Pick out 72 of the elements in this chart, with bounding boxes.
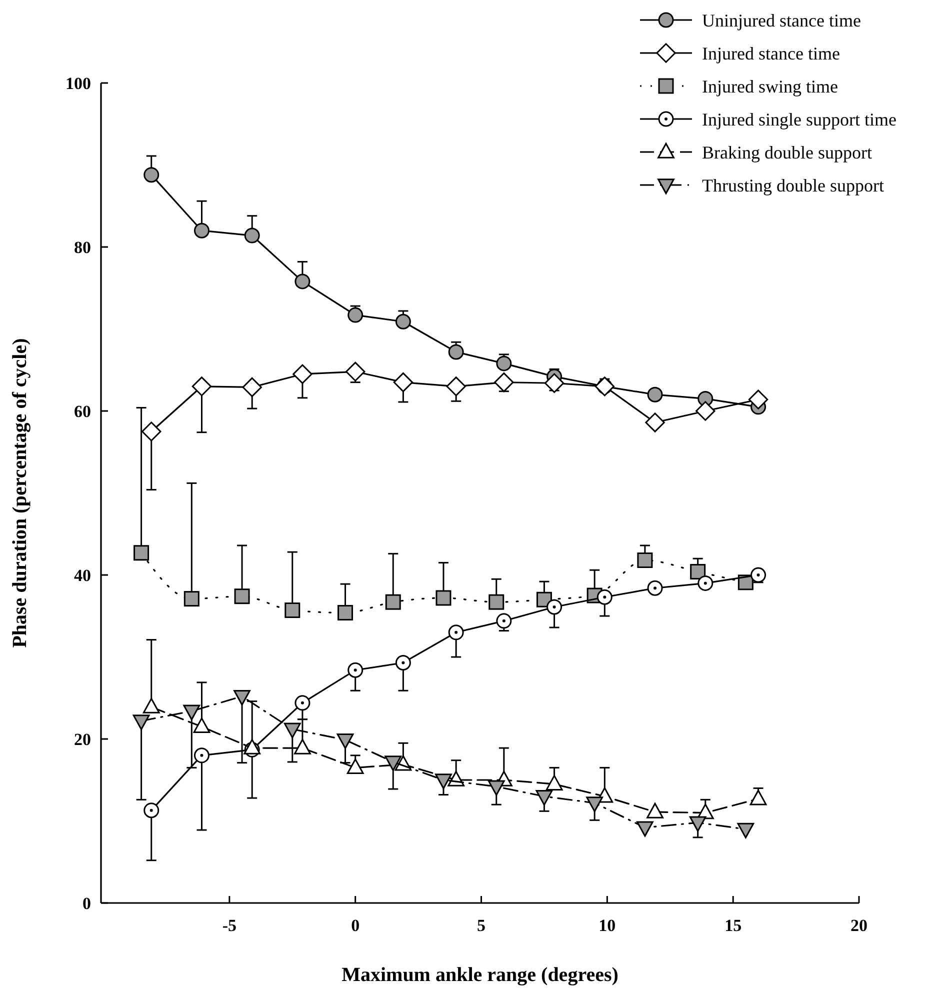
point (488, 594, 504, 610)
y-tick-label: 0 (82, 894, 91, 913)
point (242, 377, 262, 398)
point (395, 314, 411, 330)
point (234, 588, 250, 604)
point (594, 376, 615, 396)
point (192, 376, 212, 396)
point (395, 654, 411, 670)
point (446, 376, 466, 396)
point (750, 567, 766, 583)
point (348, 307, 364, 323)
x-tick-label: 5 (477, 916, 486, 935)
point (750, 790, 767, 806)
legend-label: Thrusting double support (702, 175, 884, 196)
point (184, 591, 200, 607)
point (284, 602, 300, 618)
point (346, 758, 364, 774)
point (698, 575, 714, 591)
point (646, 802, 664, 818)
y-tick-label: 20 (74, 730, 91, 749)
point (496, 613, 512, 629)
y-tick-label: 40 (74, 566, 91, 585)
legend-label: Injured swing time (702, 76, 838, 96)
x-axis-title: Maximum ankle range (degrees) (342, 964, 618, 986)
point (338, 604, 354, 620)
legend-label: Braking double support (702, 142, 872, 162)
point (546, 774, 563, 790)
point (194, 222, 210, 238)
point (496, 356, 512, 372)
x-tick-label: -5 (222, 916, 237, 935)
point (748, 390, 768, 410)
point (294, 738, 311, 754)
point (142, 422, 162, 442)
point (690, 564, 706, 580)
point (144, 167, 160, 183)
point (345, 362, 366, 382)
point (144, 802, 160, 818)
point (696, 401, 716, 421)
point (385, 594, 401, 610)
point (292, 364, 312, 384)
point (647, 580, 663, 596)
x-tick-label: 0 (351, 916, 360, 935)
point (142, 698, 160, 714)
legend-label: Uninjured stance time (702, 10, 861, 30)
point (193, 718, 210, 734)
point (647, 386, 663, 402)
point (637, 552, 653, 568)
point (436, 590, 452, 606)
point (294, 274, 310, 290)
point (494, 372, 514, 392)
point (546, 599, 562, 615)
y-tick-label: 100 (66, 74, 91, 93)
point (194, 748, 210, 764)
point (134, 545, 150, 561)
point (544, 373, 564, 393)
point (645, 412, 665, 432)
point (596, 589, 612, 605)
point (348, 662, 364, 678)
legend-label: Injured single support time (702, 109, 896, 130)
point (294, 695, 310, 711)
point (244, 738, 261, 754)
legend-label: Injured stance time (702, 43, 840, 64)
y-tick-label: 80 (74, 238, 91, 257)
x-tick-label: 15 (724, 916, 742, 935)
x-tick-label: 20 (850, 916, 868, 935)
point (244, 228, 260, 244)
point (448, 344, 464, 360)
x-tick-label: 10 (598, 916, 616, 935)
y-tick-label: 60 (74, 402, 91, 421)
point (393, 372, 414, 392)
point (448, 624, 464, 640)
y-axis-title: Phase duration (percentage of cycle) (9, 338, 31, 648)
